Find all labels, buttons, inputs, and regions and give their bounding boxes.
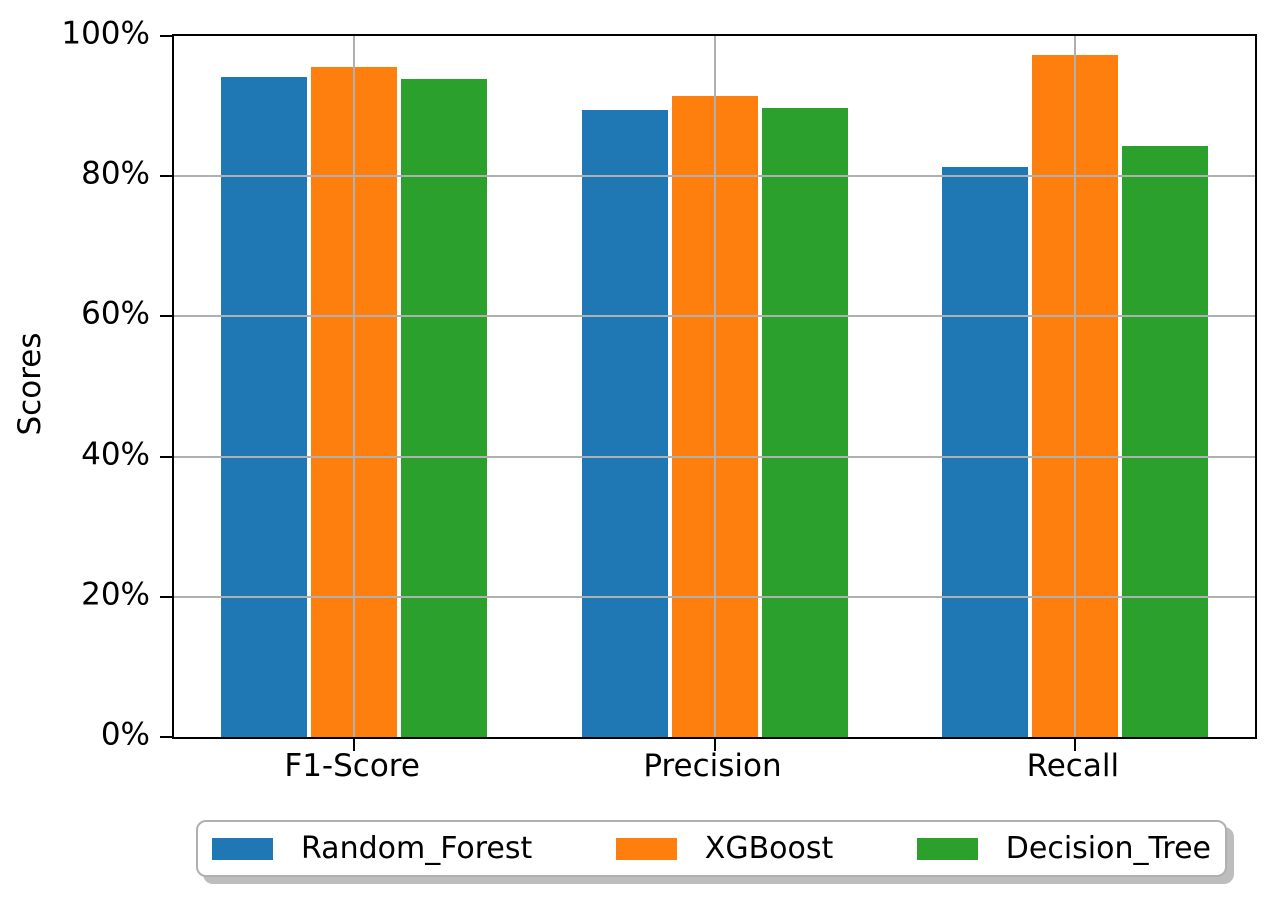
y-tick-label-100: 100%: [61, 15, 150, 52]
bar-random_forest-f1-score: [219, 75, 310, 737]
bar-decision_tree-recall: [1119, 143, 1210, 737]
y-tick-80: [160, 175, 172, 178]
legend-swatch-random_forest: [212, 837, 273, 860]
legend-label-random_forest: Random_Forest: [301, 830, 533, 866]
x-tick-f1-score: [353, 739, 356, 751]
y-tick-100: [160, 35, 172, 37]
bar-random_forest-recall: [939, 164, 1030, 737]
legend-swatch-xgboost: [615, 837, 677, 860]
y-tick-label-60: 60%: [81, 295, 150, 332]
bar-random_forest-precision: [579, 107, 670, 737]
legend-item-random_forest: Random_Forest: [212, 830, 533, 866]
legend-swatch-decision_tree: [916, 837, 978, 860]
legend-label-decision_tree: Decision_Tree: [1005, 830, 1211, 866]
x-tick-recall: [1073, 739, 1076, 751]
y-tick-20: [160, 595, 172, 598]
y-tick-label-20: 20%: [81, 576, 150, 613]
legend-item-decision_tree: Decision_Tree: [916, 830, 1211, 866]
legend-label-xgboost: XGBoost: [704, 830, 834, 866]
legend-item-xgboost: XGBoost: [615, 830, 834, 866]
y-tick-labels: 0% 20% 40% 60% 80% 100%: [0, 18, 150, 750]
y-tick-0: [160, 736, 172, 738]
y-tick-40: [160, 455, 172, 458]
bar-decision_tree-f1-score: [399, 76, 490, 737]
y-tick-label-0: 0%: [100, 716, 150, 753]
gridline-vertical-precision: [713, 36, 716, 737]
plot-area: [160, 34, 1257, 751]
gridline-vertical-f1-score: [353, 36, 356, 737]
x-tick-label-recall: Recall: [1026, 748, 1120, 784]
legend: Random_Forest XGBoost Decision_Tree: [196, 820, 1227, 877]
y-tick-60: [160, 315, 172, 318]
gridline-vertical-recall: [1073, 36, 1076, 737]
y-tick-label-80: 80%: [81, 155, 150, 192]
x-tick-label-f1-score: F1-Score: [284, 748, 420, 784]
x-tick-precision: [713, 739, 716, 751]
bar-decision_tree-precision: [759, 106, 850, 737]
y-tick-label-40: 40%: [81, 436, 150, 473]
x-tick-label-precision: Precision: [643, 748, 782, 784]
